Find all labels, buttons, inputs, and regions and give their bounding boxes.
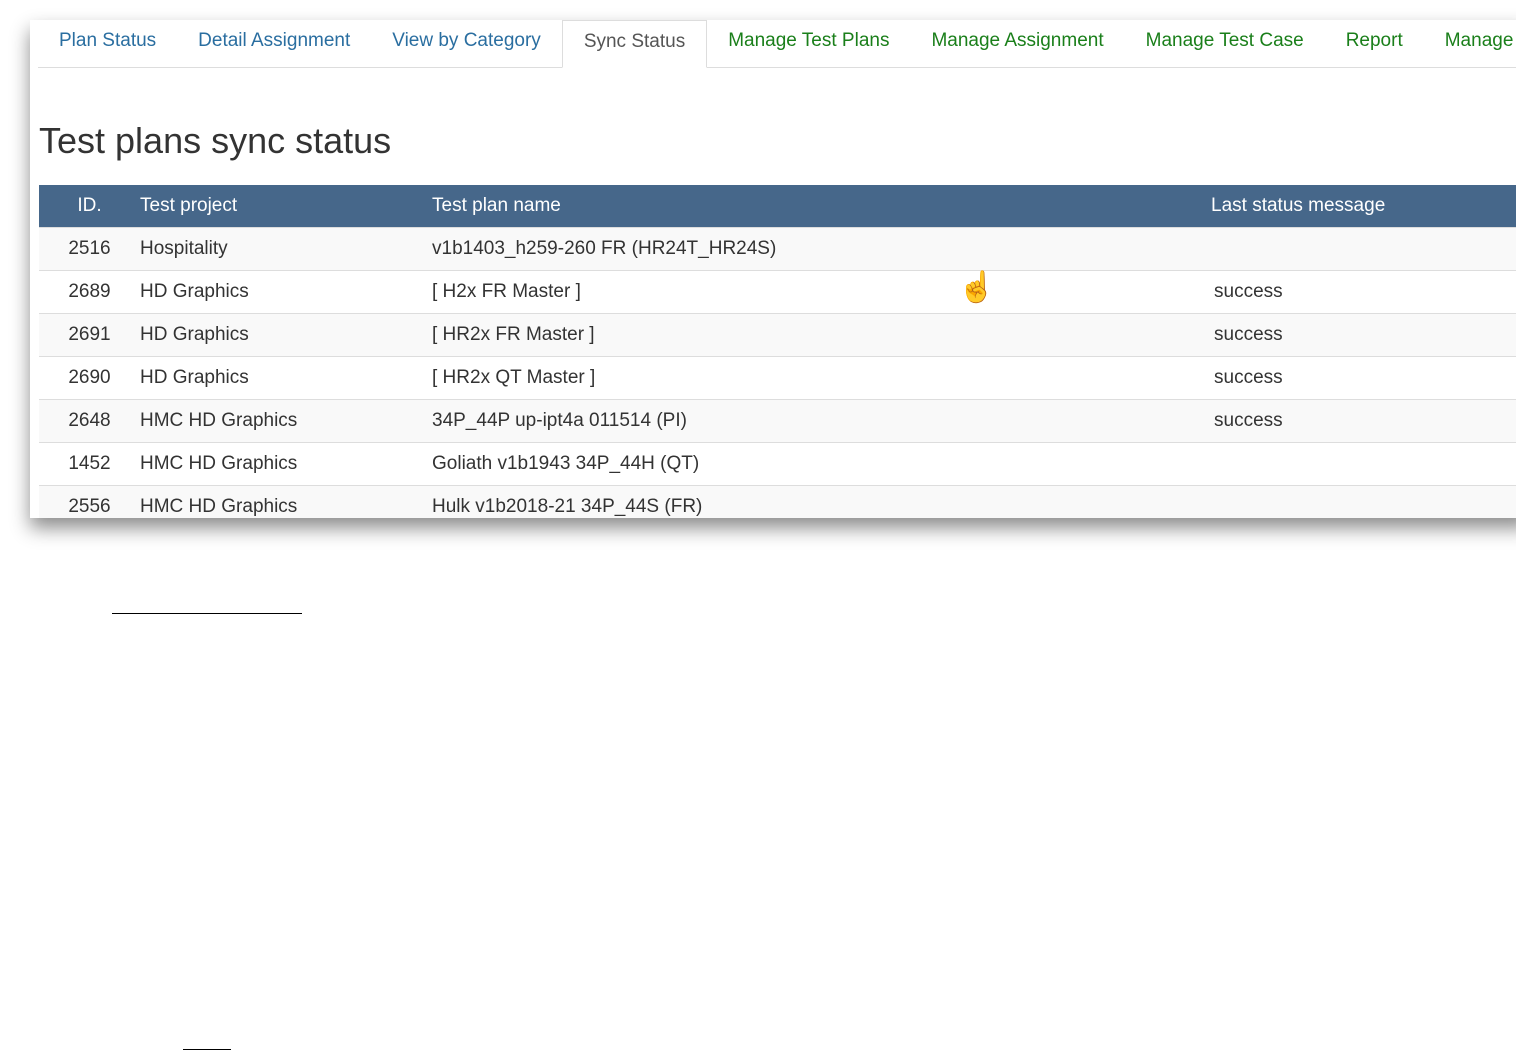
- tab-manage[interactable]: Manage: [1444, 30, 1514, 51]
- tab-manage-test-plans[interactable]: Manage Test Plans: [728, 30, 890, 51]
- cell-project: Hospitality: [140, 227, 432, 271]
- table-row[interactable]: 2556 HMC HD Graphics Hulk v1b2018-21 34P_4…: [39, 485, 1516, 518]
- cell-project: HMC HD Graphics: [140, 399, 432, 443]
- cell-status: [1211, 227, 1516, 271]
- cell-id: 2556: [39, 485, 140, 518]
- header-test-plan-name[interactable]: Test plan name: [432, 185, 1211, 228]
- table-row[interactable]: 2516 Hospitality v1b1403_h259-260 FR (HR24…: [39, 227, 1516, 271]
- cell-id: 2691: [39, 313, 140, 357]
- table-row[interactable]: 2689 HD Graphics[ H2x FR Master ] success: [39, 270, 1516, 314]
- tab-plan-status[interactable]: Plan Status: [59, 30, 157, 51]
- cell-project: HMC HD Graphics: [140, 485, 432, 518]
- table-row[interactable]: 2648 HMC HD Graphics 34P_44P up-ipt4a 0115…: [39, 399, 1516, 443]
- tab-bar: Plan Status Detail Assignment View by Ca…: [38, 20, 1516, 68]
- table-row[interactable]: 2691 HD Graphics[ HR2x FR Master ] success: [39, 313, 1516, 357]
- app-panel: Plan Status Detail Assignment View by Ca…: [30, 20, 1516, 518]
- sync-status-table: ID. Test project Test plan name Last sta…: [39, 185, 1516, 518]
- table-row[interactable]: 2690 HD Graphics[ HR2x QT Master ] success: [39, 356, 1516, 400]
- cell-plan-name: 34P_44P up-ipt4a 011514 (PI): [432, 399, 1211, 443]
- cell-plan-name: [ HR2x FR Master ]: [432, 313, 1211, 357]
- cell-status: success: [1211, 399, 1516, 443]
- cell-status: [1211, 485, 1516, 518]
- cell-status: success: [1211, 270, 1516, 314]
- cell-project: HMC HD Graphics: [140, 442, 432, 486]
- tab-detail-assignment[interactable]: Detail Assignment: [198, 30, 351, 51]
- cell-plan-name: [ H2x FR Master ]: [432, 270, 1211, 314]
- header-id[interactable]: ID.: [39, 185, 140, 228]
- cell-id: 2516: [39, 227, 140, 271]
- divider: [183, 1049, 231, 1050]
- cell-plan-name: [ HR2x QT Master ]: [432, 356, 1211, 400]
- tab-manage-assignment[interactable]: Manage Assignment: [931, 30, 1104, 51]
- header-last-status[interactable]: Last status message: [1211, 185, 1516, 228]
- page-title: Test plans sync status: [39, 120, 392, 161]
- cell-plan-name: v1b1403_h259-260 FR (HR24T_HR24S): [432, 227, 1211, 271]
- divider: [112, 613, 302, 614]
- cell-project: HD Graphics: [140, 313, 432, 357]
- table-header-row: ID. Test project Test plan name Last sta…: [39, 185, 1516, 228]
- cell-status: success: [1211, 356, 1516, 400]
- table-row[interactable]: 1452 HMC HD Graphics Goliath v1b1943 34P_4…: [39, 442, 1516, 486]
- tab-view-by-category[interactable]: View by Category: [392, 30, 541, 51]
- hand-pointer-icon: ☝: [958, 271, 996, 304]
- cell-project: HD Graphics: [140, 356, 432, 400]
- cell-id: 2689: [39, 270, 140, 314]
- tab-report[interactable]: Report: [1345, 30, 1403, 51]
- cell-id: 1452: [39, 442, 140, 486]
- cell-status: success: [1211, 313, 1516, 357]
- tab-manage-test-case[interactable]: Manage Test Case: [1145, 30, 1304, 51]
- cell-id: 2690: [39, 356, 140, 400]
- header-test-project[interactable]: Test project: [140, 185, 432, 228]
- cell-status: [1211, 442, 1516, 486]
- cell-plan-name: Goliath v1b1943 34P_44H (QT): [432, 442, 1211, 486]
- cell-id: 2648: [39, 399, 140, 443]
- cell-plan-name: Hulk v1b2018-21 34P_44S (FR): [432, 485, 1211, 518]
- tab-sync-status[interactable]: Sync Status: [561, 20, 708, 68]
- cell-project: HD Graphics: [140, 270, 432, 314]
